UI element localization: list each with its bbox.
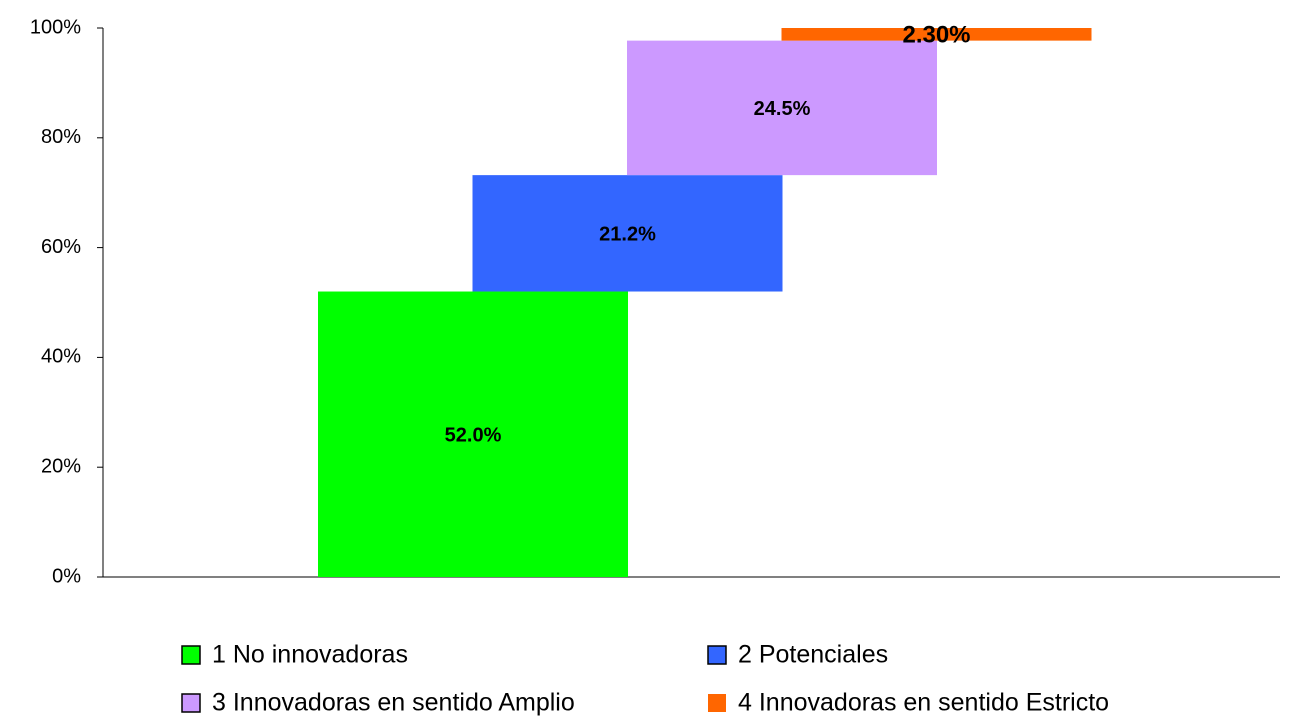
y-tick-label: 0%: [52, 565, 81, 587]
y-tick-label: 80%: [41, 126, 81, 148]
legend-swatch: [181, 693, 201, 713]
y-tick-label: 40%: [41, 346, 81, 368]
data-label: 21.2%: [599, 224, 656, 246]
data-label: 2.30%: [902, 22, 970, 49]
data-label: 52.0%: [445, 425, 502, 447]
y-tick-label: 100%: [30, 16, 81, 38]
legend-label: 3 Innovadoras en sentido Amplio: [212, 689, 575, 717]
legend-label: 1 No innovadoras: [212, 641, 408, 669]
legend-label: 2 Potenciales: [738, 641, 888, 669]
bar-segment: [781, 28, 1092, 41]
legend-swatch: [181, 645, 201, 665]
legend-swatch: [707, 645, 727, 665]
y-tick-label: 20%: [41, 455, 81, 477]
y-tick-label: 60%: [41, 236, 81, 258]
legend-swatch: [708, 694, 726, 712]
data-label: 24.5%: [754, 98, 811, 120]
legend-label: 4 Innovadoras en sentido Estricto: [738, 689, 1109, 717]
bar-segment: [627, 40, 937, 176]
bar-segment: [472, 175, 783, 292]
bar-segment: [318, 291, 628, 577]
